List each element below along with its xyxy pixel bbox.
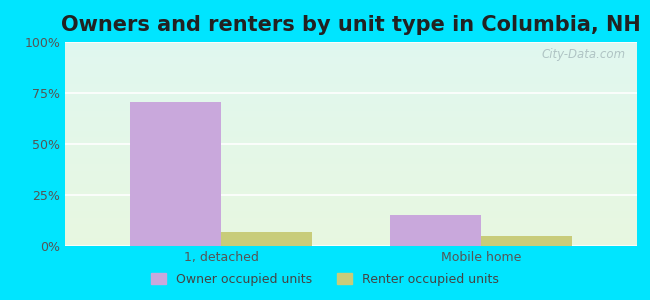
Bar xyxy=(390,215,481,246)
Bar xyxy=(221,232,312,246)
Text: City-Data.com: City-Data.com xyxy=(541,48,625,61)
Bar xyxy=(130,102,221,246)
Legend: Owner occupied units, Renter occupied units: Owner occupied units, Renter occupied un… xyxy=(146,268,504,291)
Bar xyxy=(481,236,572,246)
Title: Owners and renters by unit type in Columbia, NH: Owners and renters by unit type in Colum… xyxy=(61,15,641,35)
